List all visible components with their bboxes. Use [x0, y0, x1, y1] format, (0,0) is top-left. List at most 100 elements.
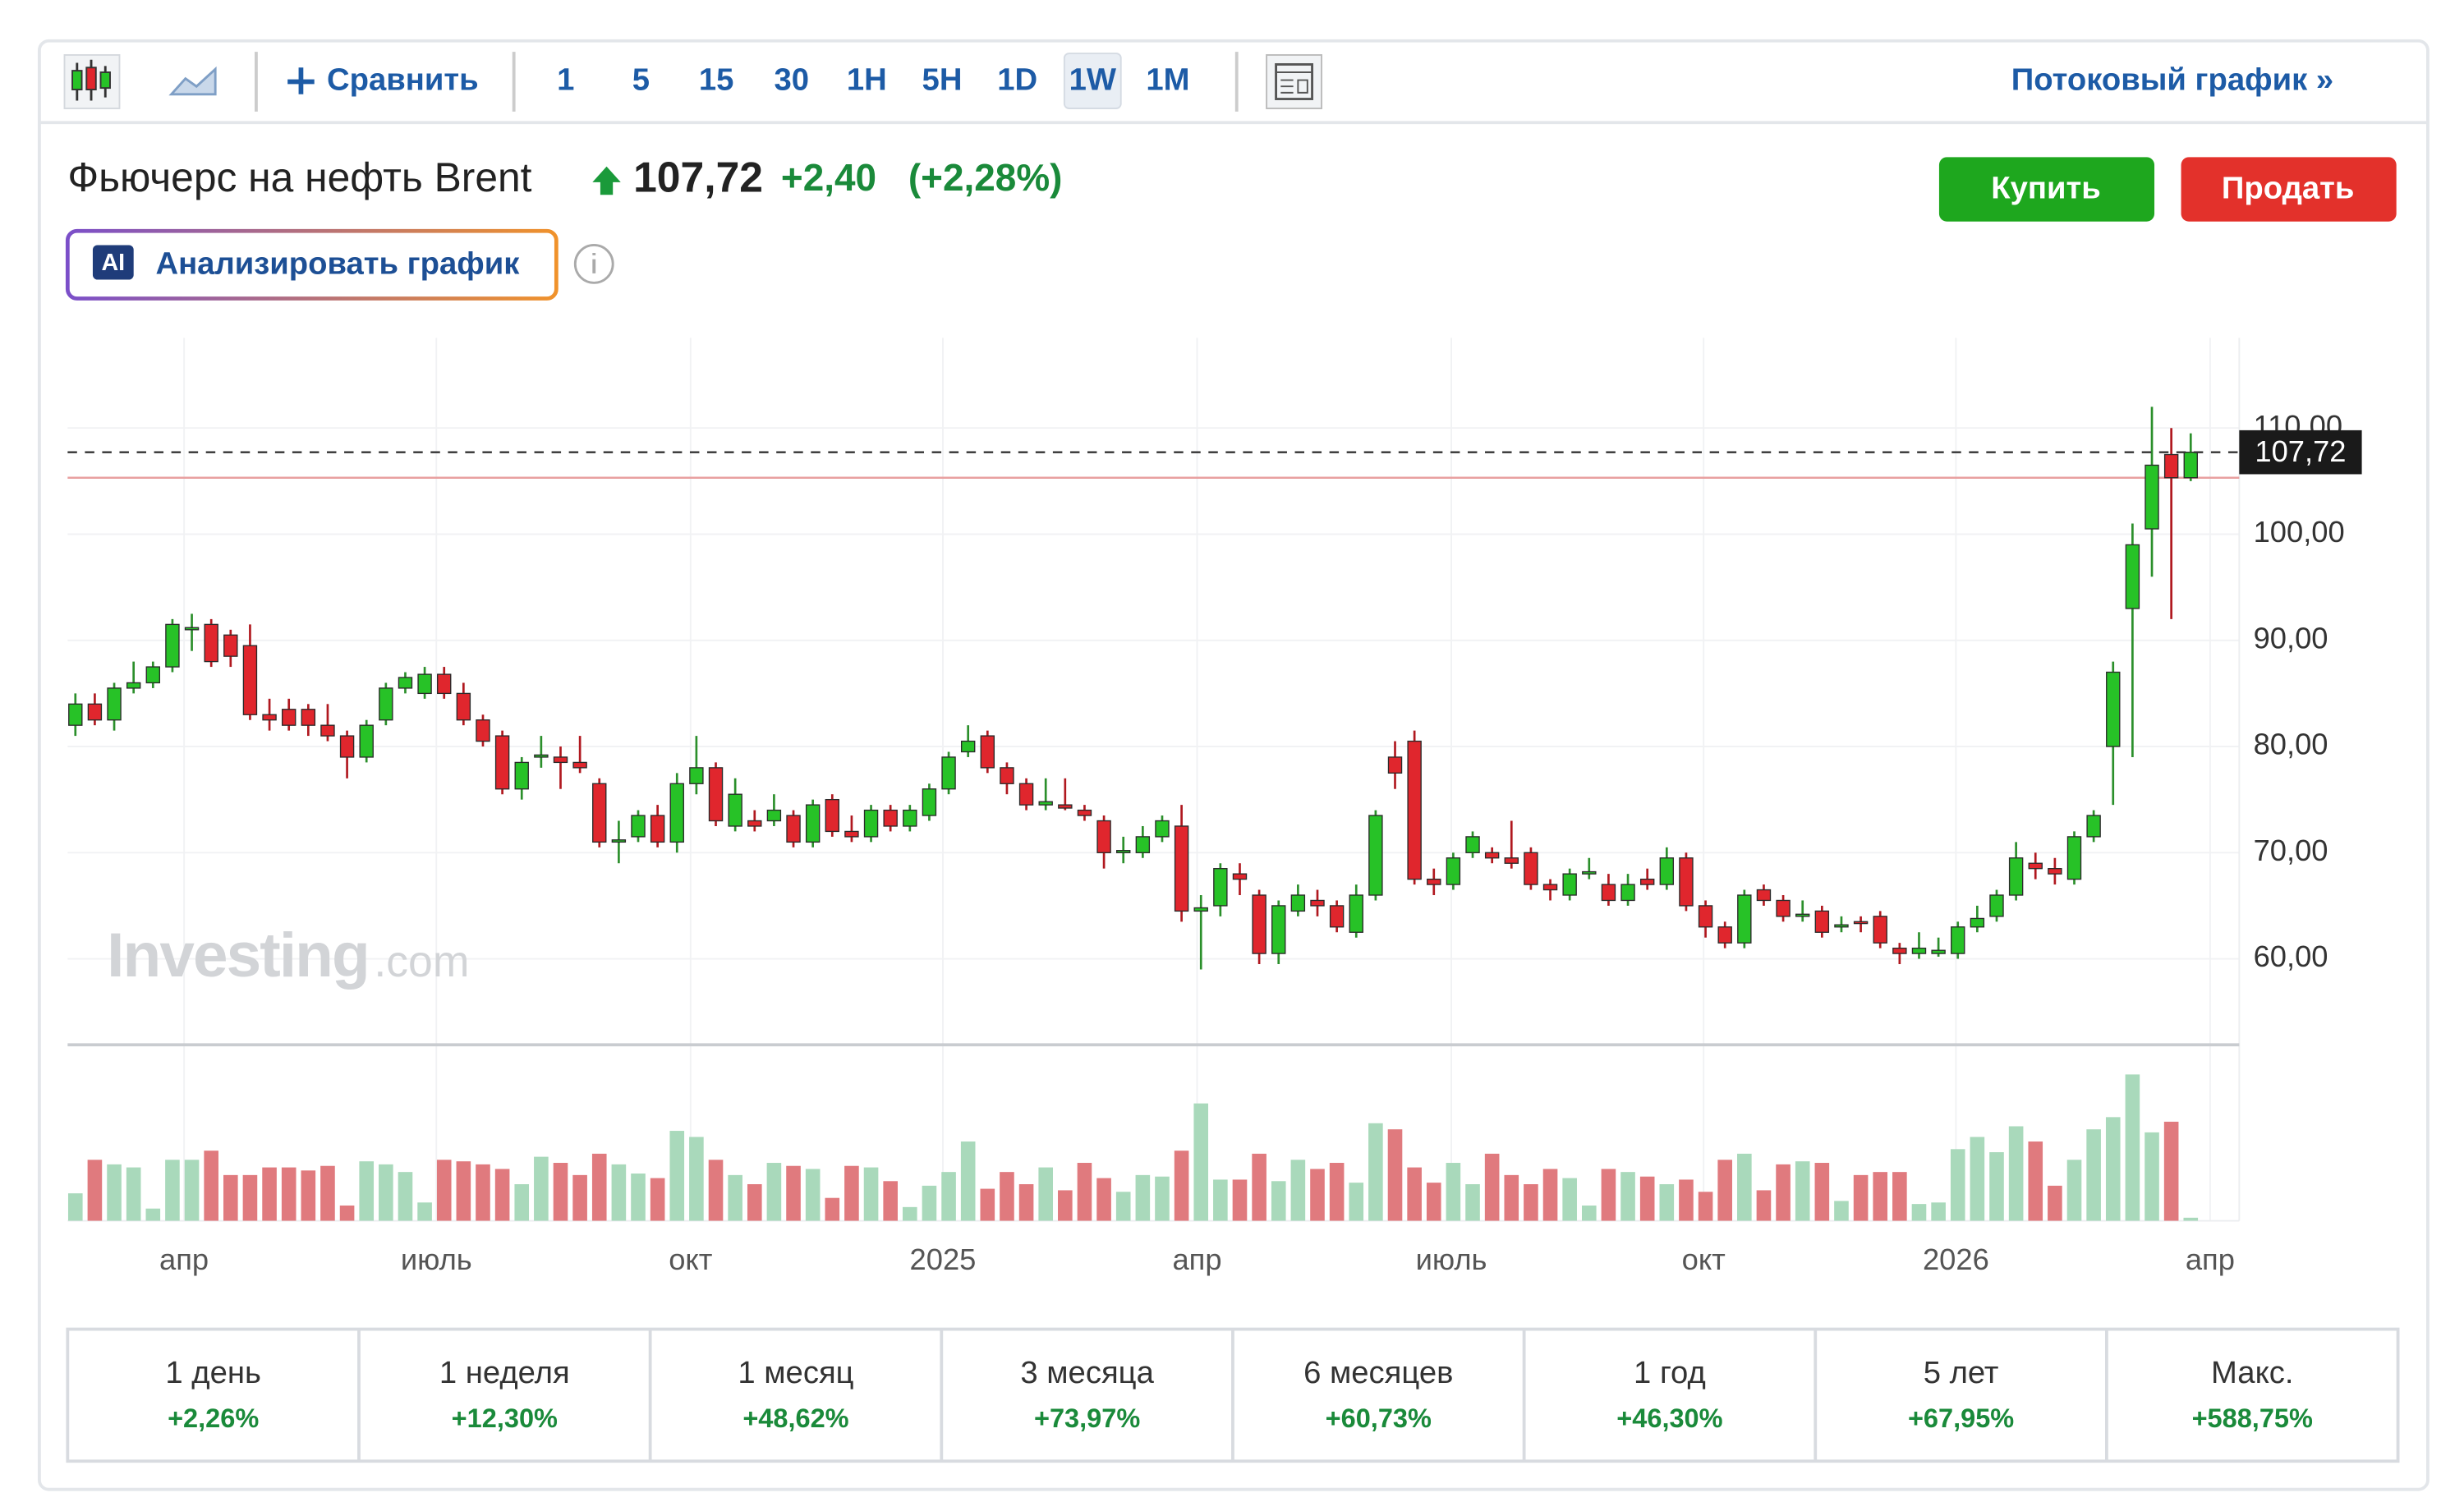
up-arrow: [592, 166, 621, 195]
interval-button[interactable]: 1M: [1146, 62, 1189, 98]
volume-bar: [1776, 1164, 1791, 1221]
analyze-button[interactable]: [65, 228, 559, 301]
volume-bar: [359, 1161, 375, 1221]
candle-body: [903, 809, 917, 827]
candle-body: [1951, 926, 1965, 954]
volume-bar: [320, 1165, 335, 1221]
last-price-box: [2239, 429, 2362, 475]
volume-bar: [456, 1161, 471, 1221]
volume-bar: [262, 1167, 277, 1221]
volume-bar: [1484, 1153, 1500, 1221]
volume-bar: [2066, 1160, 2082, 1221]
interval-button[interactable]: 15: [699, 62, 734, 98]
volume-bar: [728, 1174, 742, 1221]
candle-body: [2066, 836, 2082, 880]
performance-table: 1 день +2,26% 1 неделя +12,30% 1 месяц +48,62…: [66, 1327, 2400, 1463]
sell-label[interactable]: Продать: [2222, 171, 2355, 206]
volume-bar: [1601, 1169, 1616, 1221]
candle-body: [87, 703, 103, 721]
volume-bar: [1679, 1179, 1694, 1221]
candle-body: [747, 820, 762, 827]
volume-bar: [2086, 1129, 2101, 1221]
instrument-title: Фьючерс на нефть Brent: [67, 154, 531, 200]
candle-body: [398, 677, 413, 689]
analyze-label[interactable]: Анализировать график: [155, 246, 520, 281]
candle-body: [1058, 804, 1073, 809]
interval-button[interactable]: 1W: [1069, 62, 1117, 98]
ai-badge: [92, 245, 134, 280]
plus-icon: [287, 67, 315, 94]
volume-bar: [1174, 1151, 1189, 1221]
selected-interval: [1063, 53, 1122, 109]
volume-bar: [2125, 1074, 2140, 1221]
candle-body: [1193, 907, 1208, 912]
period-label: 1 неделя: [439, 1355, 570, 1390]
volume-bar: [903, 1206, 917, 1221]
candle-body: [1368, 815, 1383, 896]
candle-body: [1310, 899, 1325, 907]
volume-bar: [1950, 1149, 1965, 1221]
candle-body: [689, 767, 704, 784]
candle-body: [1446, 857, 1461, 885]
candle-body: [68, 703, 83, 726]
candle-body: [2028, 862, 2043, 870]
candle-body: [1077, 809, 1092, 816]
area-icon[interactable]: [168, 66, 217, 96]
candle-body: [2086, 815, 2101, 838]
volume-bar: [1698, 1192, 1713, 1221]
volume-bar: [631, 1174, 646, 1221]
candle-body: [1737, 894, 1752, 944]
volume-bar: [1446, 1163, 1461, 1221]
sell-button[interactable]: [2181, 157, 2397, 222]
candle-body: [165, 623, 180, 668]
volume-bar: [2008, 1126, 2024, 1221]
period-change: +588,75%: [2192, 1403, 2313, 1433]
candle-body: [825, 798, 839, 833]
candle-body: [1018, 783, 1034, 806]
interval-button[interactable]: 30: [774, 62, 809, 98]
candle-body: [514, 761, 529, 790]
volume-bar: [1931, 1202, 1946, 1221]
period-change: +48,62%: [742, 1403, 848, 1433]
candle-body: [456, 692, 471, 721]
stream-chart-link[interactable]: Потоковый график »: [2011, 62, 2333, 98]
compare-button[interactable]: Сравнить: [327, 62, 479, 98]
volume-bar: [1193, 1103, 1209, 1221]
candle-body: [1271, 905, 1286, 954]
volume-bar: [1620, 1172, 1635, 1221]
candle-body: [126, 682, 141, 689]
volume-bar: [669, 1131, 685, 1221]
volume-bar: [1310, 1169, 1325, 1221]
volume-bar: [2163, 1121, 2179, 1221]
candle-icon[interactable]: [63, 54, 121, 109]
buy-label[interactable]: Купить: [1991, 171, 2100, 206]
volume-bar: [1989, 1152, 2004, 1221]
x-tick-label: апр: [159, 1242, 209, 1276]
interval-button[interactable]: 1H: [847, 62, 887, 98]
interval-button[interactable]: 5: [632, 62, 650, 98]
layout-icon[interactable]: [1266, 54, 1323, 109]
volume-bar: [766, 1163, 782, 1221]
volume-bar: [941, 1172, 956, 1221]
buy-button[interactable]: [1938, 157, 2155, 222]
candle-body: [1504, 857, 1519, 864]
info-icon[interactable]: [573, 244, 614, 284]
candle-body: [863, 809, 879, 838]
period-change: +67,95%: [1908, 1403, 2014, 1433]
volume-bar: [1970, 1137, 1985, 1221]
interval-button[interactable]: 1: [557, 62, 574, 98]
candle-body: [204, 623, 218, 663]
interval-button[interactable]: 1D: [997, 62, 1037, 98]
candle-body: [1659, 857, 1675, 885]
volume-bar: [1717, 1160, 1732, 1221]
volume-bar: [1892, 1172, 1907, 1221]
period-change: +73,97%: [1034, 1403, 1140, 1433]
candle-body: [359, 724, 374, 758]
volume-bar: [650, 1178, 665, 1221]
interval-button[interactable]: 5H: [922, 62, 963, 98]
volume-bar: [417, 1202, 432, 1221]
candle-body: [883, 809, 898, 827]
candle-body: [1135, 836, 1151, 853]
volume-bar: [1542, 1169, 1558, 1221]
candle-body: [2106, 671, 2121, 747]
